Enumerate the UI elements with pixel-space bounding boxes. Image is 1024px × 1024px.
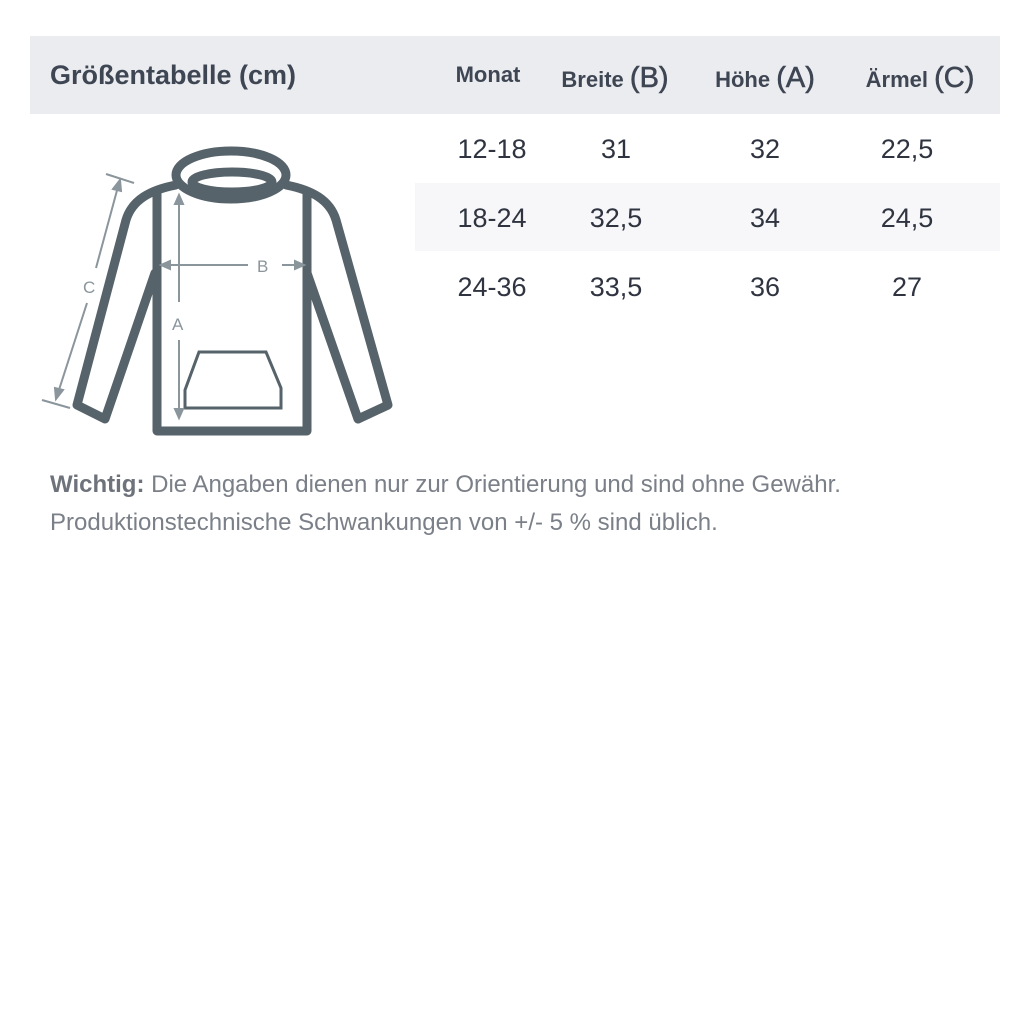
hoodie-body-outline xyxy=(152,187,312,436)
note-line-1: Die Angaben dienen nur zur Orientierung … xyxy=(144,471,841,498)
column-header-sleeve: Ärmel (C) xyxy=(865,62,975,95)
hoodie-hood xyxy=(171,146,291,204)
table-header: Größentabelle (cm) Monat Breite (B) Höhe… xyxy=(30,36,1000,114)
label-a: A xyxy=(172,315,184,334)
disclaimer-note: Wichtig: Die Angaben dienen nur zur Orie… xyxy=(50,466,841,542)
table-row: 12-18 31 32 22,5 xyxy=(415,114,1000,182)
hoodie-left-sleeve xyxy=(72,180,181,424)
note-label: Wichtig: xyxy=(50,471,145,498)
hoodie-right-sleeve xyxy=(281,180,393,424)
cell-month: 18-24 xyxy=(457,203,527,233)
hoodie-diagram: B A C xyxy=(41,146,393,436)
cell-sleeve: 24,5 xyxy=(880,203,934,233)
column-header-width: Breite (B) xyxy=(561,62,669,95)
cell-sleeve: 22,5 xyxy=(880,134,934,164)
note-line-2: Produktionstechnische Schwankungen von +… xyxy=(50,509,718,536)
column-header-height: Höhe (A) xyxy=(715,62,815,95)
cell-height: 32 xyxy=(749,134,781,164)
cell-width: 32,5 xyxy=(589,203,643,233)
cell-month: 24-36 xyxy=(457,272,527,302)
cell-height: 34 xyxy=(749,203,781,233)
cell-height: 36 xyxy=(749,272,781,302)
table-row: 24-36 33,5 36 27 xyxy=(415,252,1000,320)
page-title: Größentabelle (cm) xyxy=(50,60,297,90)
cell-sleeve: 27 xyxy=(891,272,923,302)
cell-width: 31 xyxy=(600,134,632,164)
label-c: C xyxy=(83,278,95,297)
table-row: 18-24 32,5 34 24,5 xyxy=(415,183,1000,251)
pocket-outline xyxy=(183,350,283,410)
cell-month: 12-18 xyxy=(457,134,527,164)
cell-width: 33,5 xyxy=(589,272,643,302)
sleeve-arrow-line xyxy=(95,182,120,269)
column-header-month: Monat xyxy=(455,62,521,87)
label-b: B xyxy=(257,257,268,276)
